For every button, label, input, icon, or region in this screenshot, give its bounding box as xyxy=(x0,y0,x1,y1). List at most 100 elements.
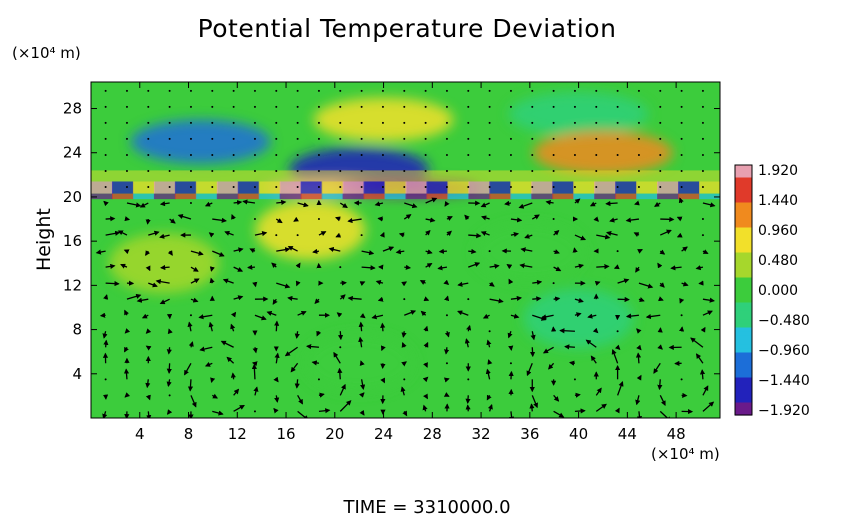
wind-vector xyxy=(296,234,299,237)
stratified-band xyxy=(342,193,365,200)
wind-vector xyxy=(659,105,662,108)
wind-vector xyxy=(680,169,683,172)
wind-vector xyxy=(681,246,688,252)
wind-vector xyxy=(209,277,215,284)
wind-vector xyxy=(616,137,619,140)
wind-vector xyxy=(317,218,320,221)
wind-vector xyxy=(423,296,430,302)
stratified-band xyxy=(531,193,554,200)
wind-vector xyxy=(212,410,224,416)
wind-vector xyxy=(616,169,619,172)
wind-vector xyxy=(272,298,278,305)
wind-vector xyxy=(317,186,320,188)
wind-vector xyxy=(701,105,704,108)
wind-vector xyxy=(339,202,348,208)
wind-vector xyxy=(467,121,470,124)
wind-vector xyxy=(425,229,431,236)
wind-vector xyxy=(139,202,149,208)
wind-vector xyxy=(592,327,599,334)
wind-vector xyxy=(445,105,448,108)
wind-vector xyxy=(552,105,555,108)
wind-vector xyxy=(211,89,214,92)
x-tick-label: 20 xyxy=(325,425,344,443)
wind-vector xyxy=(189,89,192,92)
wind-vector xyxy=(488,169,491,172)
colorbar-segment xyxy=(735,277,752,283)
field-feature xyxy=(304,332,415,393)
wind-vector xyxy=(467,153,470,156)
wind-vector xyxy=(425,197,438,204)
wind-vector xyxy=(209,266,215,272)
wind-vector xyxy=(510,295,523,301)
wind-vector xyxy=(123,346,129,353)
stratified-band xyxy=(405,181,428,194)
colorbar-segment xyxy=(735,265,752,270)
stratified-band xyxy=(426,181,449,194)
wind-vector xyxy=(680,153,683,156)
wind-vector xyxy=(657,379,663,391)
wind-vector xyxy=(564,344,575,350)
wind-vector xyxy=(189,105,192,108)
wind-vector xyxy=(679,326,685,332)
wind-vector xyxy=(360,105,363,108)
wind-vector xyxy=(126,202,142,208)
wind-vector xyxy=(166,363,172,374)
colorbar-segment xyxy=(735,406,752,412)
wind-vector xyxy=(424,186,427,188)
stratified-band xyxy=(91,193,113,200)
colorbar-tick-label: −0.480 xyxy=(758,313,810,329)
wind-vector xyxy=(167,328,173,335)
wind-vector xyxy=(616,89,619,92)
wind-vector xyxy=(681,281,689,287)
wind-vector xyxy=(636,328,642,334)
wind-vector xyxy=(105,230,121,236)
wind-vector xyxy=(616,330,619,333)
stratified-band xyxy=(573,193,596,200)
wind-vector xyxy=(702,249,709,254)
wind-vector xyxy=(403,89,406,92)
wind-vector xyxy=(614,344,621,351)
wind-vector xyxy=(232,105,235,108)
wind-vector xyxy=(444,201,450,207)
wind-vector xyxy=(701,89,704,92)
wind-vector xyxy=(659,249,666,255)
colorbar-segment xyxy=(735,377,752,383)
colorbar-segment xyxy=(735,223,752,229)
wind-vector xyxy=(380,345,386,352)
stratified-band xyxy=(132,181,155,194)
wind-vector xyxy=(275,137,278,140)
colorbar-segment xyxy=(735,319,752,324)
wind-vector xyxy=(360,137,363,140)
wind-vector xyxy=(589,201,597,207)
wind-vector xyxy=(616,250,619,253)
stratified-band xyxy=(153,181,176,194)
wind-vector xyxy=(468,233,482,239)
wind-vector xyxy=(593,216,599,222)
wind-vector xyxy=(296,105,299,108)
colorbar-segment xyxy=(735,394,752,399)
wind-vector xyxy=(360,153,363,156)
wind-vector xyxy=(126,293,142,300)
colorbar-tick-label: −1.440 xyxy=(758,373,810,389)
wind-vector xyxy=(444,331,450,338)
wind-vector xyxy=(361,250,375,256)
wind-vector xyxy=(233,295,244,301)
wind-vector xyxy=(275,89,278,92)
wind-vector xyxy=(104,153,107,156)
y-tick-label: 20 xyxy=(63,188,82,206)
wind-vector xyxy=(136,297,149,303)
wind-vector xyxy=(274,395,280,403)
wind-vector xyxy=(670,265,682,271)
colorbar-segment xyxy=(735,306,752,312)
wind-vector xyxy=(701,234,704,237)
wind-vector xyxy=(311,360,320,366)
wind-vector xyxy=(425,217,436,223)
wind-vector xyxy=(680,137,683,140)
wind-vector xyxy=(361,265,376,271)
wind-vector xyxy=(125,105,128,108)
wind-vector xyxy=(148,282,158,288)
wind-vector xyxy=(445,362,448,365)
wind-vector xyxy=(637,89,640,92)
x-tick-label: 16 xyxy=(276,425,295,443)
colorbar-segment xyxy=(735,356,752,362)
